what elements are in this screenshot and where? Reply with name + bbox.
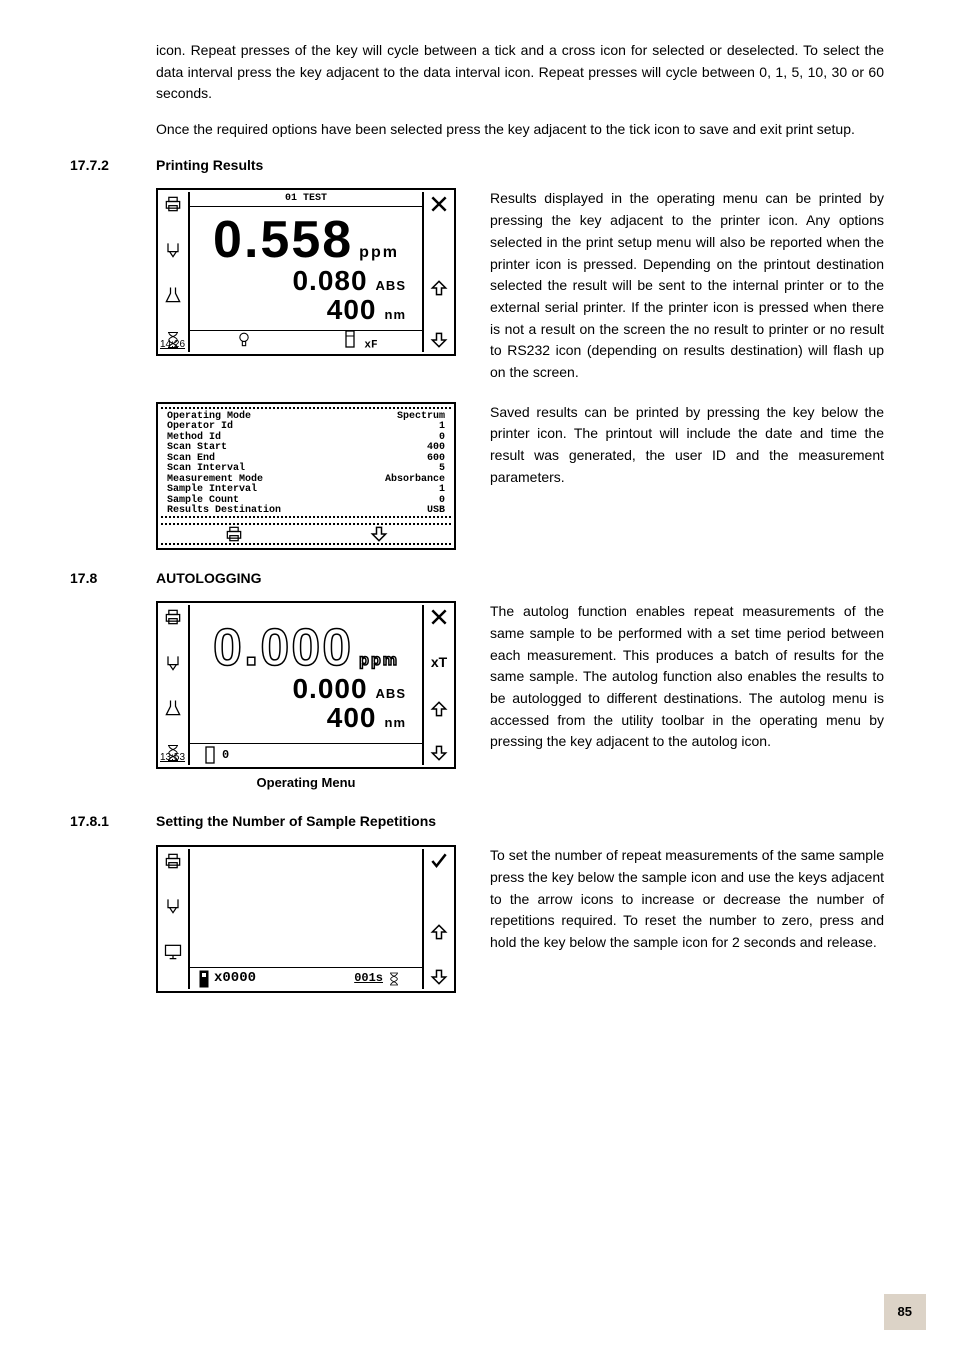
main-reading-unit: ppm — [359, 245, 399, 261]
printer-icon — [224, 524, 244, 544]
sample-repetitions-text: To set the number of repeat measurements… — [490, 845, 884, 953]
save-arrow-icon — [163, 240, 183, 260]
printer-icon — [163, 851, 183, 871]
abs-value: 0.080 — [292, 267, 367, 295]
wl-unit: nm — [385, 308, 407, 321]
parameters-printout-figure: Operating ModeSpectrumOperator Id1Method… — [156, 402, 456, 550]
printer-icon — [163, 607, 183, 627]
arrow-up-icon[interactable] — [429, 278, 449, 298]
parameter-list: Operating ModeSpectrumOperator Id1Method… — [161, 407, 451, 518]
section-title: Setting the Number of Sample Repetitions — [156, 811, 436, 833]
section-number: 17.8 — [70, 568, 134, 590]
sample-repetitions-figure: x0000 001s — [156, 845, 456, 993]
parameter-row: Results DestinationUSB — [167, 506, 445, 517]
main-reading-unit: ppm — [359, 653, 399, 669]
saved-results-text: Saved results can be printed by pressing… — [490, 402, 884, 489]
cancel-icon[interactable] — [429, 194, 449, 214]
main-reading-value: 0.000 — [213, 622, 353, 674]
section-17-8-1-heading: 17.8.1 Setting the Number of Sample Repe… — [70, 811, 884, 833]
section-number: 17.8.1 — [70, 811, 134, 833]
section-title: Printing Results — [156, 155, 263, 177]
intro-paragraph-2: Once the required options have been sele… — [156, 119, 884, 141]
section-number: 17.7.2 — [70, 155, 134, 177]
computer-icon — [163, 942, 183, 962]
autolog-badge: xT — [431, 652, 447, 674]
beaker-icon — [163, 698, 183, 718]
wavelength-reading: 400 nm — [327, 704, 406, 732]
arrow-down-icon[interactable] — [429, 743, 449, 763]
printing-results-text: Results displayed in the operating menu … — [490, 188, 884, 383]
flask-label: xF — [364, 339, 377, 351]
main-reading-value: 0.558 — [213, 214, 353, 266]
section-17-7-2-heading: 17.7.2 Printing Results — [70, 155, 884, 177]
wl-value: 400 — [327, 296, 377, 324]
autolog-operating-menu-figure: 0.000 ppm 0.000 ABS 400 nm — [156, 601, 456, 769]
main-reading: 0.000 ppm — [213, 622, 399, 674]
abs-reading: 0.000 ABS — [292, 675, 406, 703]
abs-reading: 0.080 ABS — [292, 267, 406, 295]
lcd-title: 01 TEST — [190, 192, 422, 207]
sample-count-value: x0000 — [214, 968, 256, 990]
flask-indicator-icon — [198, 970, 212, 988]
flask-indicator-icon — [204, 746, 216, 764]
wl-value: 400 — [327, 704, 377, 732]
wavelength-reading: 400 nm — [327, 296, 406, 324]
page-number: 85 — [884, 1294, 926, 1330]
lamp-icon — [234, 329, 254, 356]
arrow-down-icon[interactable] — [369, 524, 389, 544]
arrow-down-icon[interactable] — [429, 330, 449, 350]
arrow-down-icon[interactable] — [429, 967, 449, 987]
clock-label: 13:53 — [160, 750, 185, 766]
clock-label: 14:26 — [160, 337, 185, 353]
confirm-icon[interactable] — [429, 851, 449, 871]
abs-unit: ABS — [376, 687, 406, 700]
operating-menu-caption: Operating Menu — [156, 773, 456, 793]
section-title: AUTOLOGGING — [156, 568, 262, 590]
wl-unit: nm — [385, 716, 407, 729]
save-arrow-icon — [163, 896, 183, 916]
hourglass-icon — [386, 971, 402, 987]
footer-count: 0 — [222, 746, 229, 765]
printer-icon — [163, 194, 183, 214]
section-17-8-heading: 17.8 AUTOLOGGING — [70, 568, 884, 590]
main-reading: 0.558 ppm — [213, 214, 399, 266]
arrow-up-icon[interactable] — [429, 699, 449, 719]
flask-indicator-icon: xF — [343, 330, 377, 355]
abs-value: 0.000 — [292, 675, 367, 703]
cancel-icon[interactable] — [429, 607, 449, 627]
abs-unit: ABS — [376, 279, 406, 292]
intro-paragraph-1: icon. Repeat presses of the key will cyc… — [156, 40, 884, 105]
interval-value: 001s — [354, 969, 383, 988]
beaker-icon — [163, 285, 183, 305]
arrow-up-icon[interactable] — [429, 922, 449, 942]
printing-results-lcd-figure: 01 TEST 0.558 ppm 0.080 ABS 400 nm — [156, 188, 456, 356]
autologging-text: The autolog function enables repeat meas… — [490, 601, 884, 753]
save-arrow-icon — [163, 653, 183, 673]
